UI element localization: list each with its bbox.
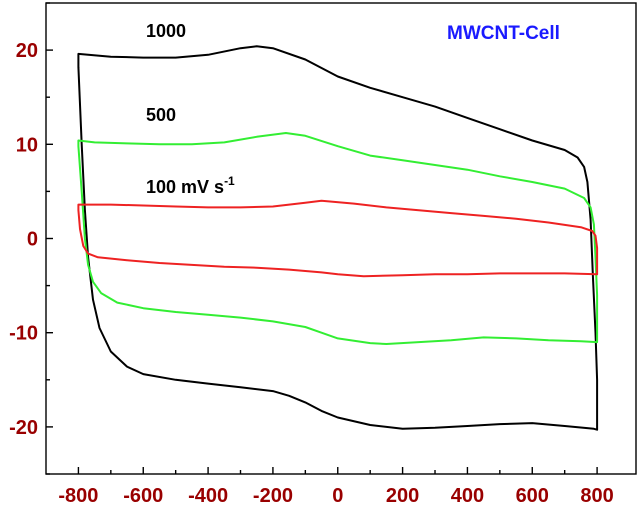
y-tick-label--10: -10 <box>9 323 38 345</box>
series-line-1 <box>77 132 599 345</box>
x-tick-label-400: 400 <box>451 485 484 507</box>
ticks-layer <box>46 2 598 475</box>
x-tick-label--600: -600 <box>123 485 163 507</box>
y-tick-label-20: 20 <box>16 40 38 62</box>
annotation-100-mv-s: 100 mV s-1 <box>146 174 235 197</box>
x-tick-label--800: -800 <box>58 485 98 507</box>
labels-layer: -800 -600 -400 -200 0 200 400 600 800 -20 -10 0 10 20 <box>9 40 614 507</box>
plot-frame <box>45 2 637 475</box>
annotation-1000: 1000 <box>146 21 186 41</box>
annotation-100-superscript: -1 <box>224 174 235 188</box>
annotation-500: 500 <box>146 105 176 125</box>
x-tick-label-200: 200 <box>386 485 419 507</box>
x-tick-label-800: 800 <box>580 485 613 507</box>
y-tick-label-10: 10 <box>16 134 38 156</box>
annotation-100-main: 100 mV s <box>146 177 224 197</box>
y-tick-label-0: 0 <box>27 229 38 251</box>
x-tick-label--200: -200 <box>253 485 293 507</box>
series-line-0 <box>77 45 599 431</box>
x-tick-label--400: -400 <box>188 485 228 507</box>
chart-title: MWCNT-Cell <box>447 23 560 44</box>
series-layer <box>77 45 599 431</box>
x-tick-label-600: 600 <box>516 485 549 507</box>
series-line-2 <box>77 199 599 278</box>
x-tick-label-0: 0 <box>332 485 343 507</box>
y-tick-label--20: -20 <box>9 417 38 439</box>
